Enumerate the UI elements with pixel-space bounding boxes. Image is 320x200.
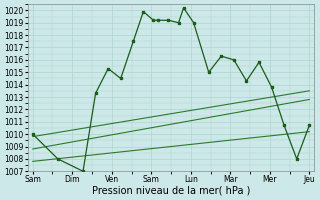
X-axis label: Pression niveau de la mer( hPa ): Pression niveau de la mer( hPa ) [92, 186, 250, 196]
